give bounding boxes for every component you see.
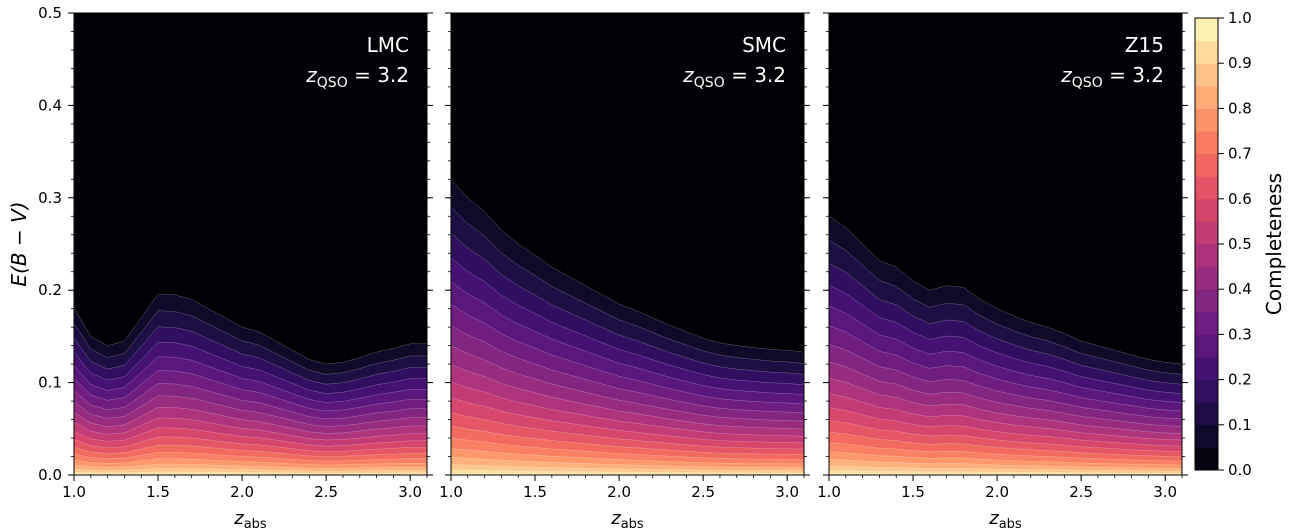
panel-frame [450, 12, 805, 476]
panel-annotation-zqso: zQSO = 3.2 [305, 63, 409, 91]
colorbar-tick-label: 0.9 [1228, 54, 1252, 72]
colorbar-band [1195, 131, 1218, 155]
y-tick-label: 0.3 [38, 189, 62, 207]
colorbar-tick-label: 0.5 [1228, 235, 1252, 253]
colorbar-tick-label: 0.6 [1228, 190, 1252, 208]
y-axis-label: E(B − V) [7, 201, 31, 286]
panel-frame [828, 12, 1183, 476]
panel-annotation-model: LMC [367, 33, 409, 57]
colorbar-band [1195, 18, 1218, 42]
x-tick-label: 1.5 [901, 483, 925, 501]
x-tick-label: 2.5 [1069, 483, 1093, 501]
x-tick-label: 2.0 [230, 483, 254, 501]
x-tick-label: 2.0 [607, 483, 631, 501]
colorbar-band [1195, 311, 1218, 335]
colorbar-tick-label: 0.2 [1228, 371, 1252, 389]
x-tick-label: 1.5 [146, 483, 170, 501]
x-axis-label-sub: abs [244, 517, 267, 530]
colorbar-band [1195, 85, 1218, 109]
colorbar: 0.0 0.1 0.2 0.3 0.4 0.5 0.6 0.7 0.8 0.9 1.0 Complet… [1194, 9, 1286, 479]
colorbar-band [1195, 266, 1218, 290]
colorbar-tick-label: 0.1 [1228, 416, 1252, 434]
zqso-value: = 3.2 [348, 63, 409, 87]
panel-annotation-model: SMC [742, 33, 786, 57]
colorbar-band [1195, 108, 1218, 132]
y-tick-label: 0.1 [38, 374, 62, 392]
x-tick-label: 3.0 [1153, 483, 1177, 501]
x-axis-label-main: z [610, 508, 621, 529]
x-axis-label: zabs [610, 508, 644, 530]
colorbar-band [1195, 176, 1218, 200]
x-axis-label-sub: abs [621, 517, 644, 530]
y-tick-label: 0.4 [38, 96, 62, 114]
zqso-main: z [1060, 63, 1072, 87]
x-tick-label: 2.5 [691, 483, 715, 501]
zqso-value: = 3.2 [725, 63, 786, 87]
colorbar-band [1195, 40, 1218, 64]
y-tick-label: 0.5 [38, 4, 62, 22]
x-tick-label: 3.0 [775, 483, 799, 501]
x-tick-label: 1.0 [817, 483, 841, 501]
x-axis-label-sub: abs [999, 517, 1022, 530]
x-tick-label: 3.0 [398, 483, 422, 501]
colorbar-band [1195, 424, 1218, 448]
colorbar-band [1195, 289, 1218, 313]
zqso-sub: QSO [1072, 75, 1103, 91]
colorbar-band [1195, 447, 1218, 471]
colorbar-tick-label: 0.8 [1228, 99, 1252, 117]
contour-band-0.9 [450, 469, 805, 476]
x-axis-label-main: z [233, 508, 244, 529]
panel-annotation-zqso: zQSO = 3.2 [1060, 63, 1164, 91]
y-tick-label: 0.2 [38, 281, 62, 299]
colorbar-band [1195, 153, 1218, 177]
panel-annotation-zqso: zQSO = 3.2 [682, 63, 786, 91]
panel-annotation-model: Z15 [1125, 33, 1164, 57]
colorbar-band [1195, 402, 1218, 426]
colorbar-band [1195, 198, 1218, 222]
x-axis-label-main: z [988, 508, 999, 529]
x-tick-label: 1.0 [439, 483, 463, 501]
y-axis: E(B − V) 0.0 0.1 0.2 0.3 0.4 0.5 [7, 4, 62, 484]
panel-frame [73, 12, 428, 476]
colorbar-tick-label: 1.0 [1228, 9, 1252, 27]
x-tick-label: 2.0 [985, 483, 1009, 501]
colorbar-band [1195, 221, 1218, 245]
colorbar-band [1195, 244, 1218, 268]
colorbar-label: Completeness [1262, 173, 1286, 315]
zqso-main: z [682, 63, 694, 87]
x-tick-label: 1.5 [523, 483, 547, 501]
zqso-main: z [305, 63, 317, 87]
colorbar-band [1195, 357, 1218, 381]
colorbar-band [1195, 379, 1218, 403]
colorbar-band [1195, 334, 1218, 358]
x-axis-label: zabs [233, 508, 267, 530]
colorbar-tick-label: 0.7 [1228, 145, 1252, 163]
x-tick-label: 2.5 [314, 483, 338, 501]
y-tick-label: 0.0 [38, 466, 62, 484]
x-tick-label: 1.0 [62, 483, 86, 501]
colorbar-band [1195, 63, 1218, 87]
colorbar-tick-label: 0.3 [1228, 325, 1252, 343]
x-axis-label: zabs [988, 508, 1022, 530]
zqso-sub: QSO [317, 75, 348, 91]
colorbar-tick-label: 0.0 [1228, 461, 1252, 479]
colorbar-tick-label: 0.4 [1228, 280, 1252, 298]
contour-band-0.9 [828, 470, 1183, 476]
zqso-sub: QSO [694, 75, 725, 91]
zqso-value: = 3.2 [1103, 63, 1164, 87]
